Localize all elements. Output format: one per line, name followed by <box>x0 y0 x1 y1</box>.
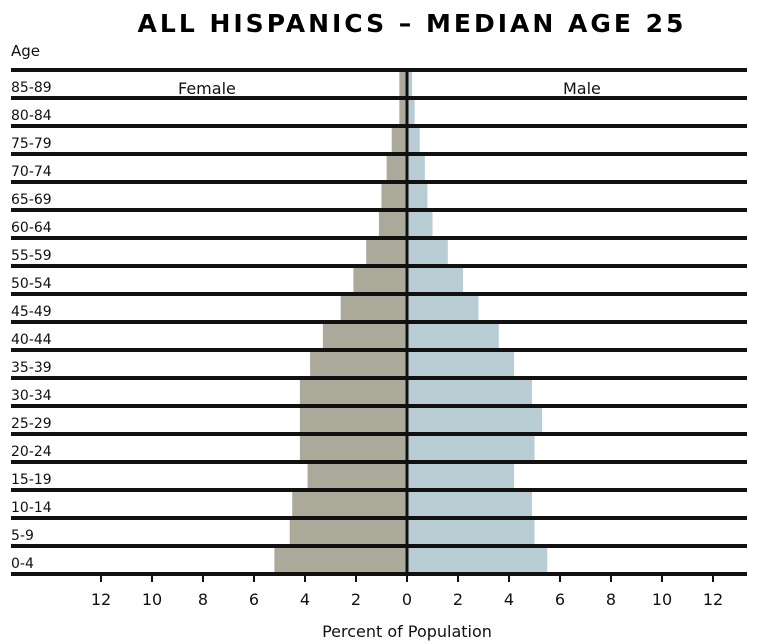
bar-male <box>407 408 543 432</box>
x-tick-label: 4 <box>504 590 514 609</box>
age-group-label: 70-74 <box>11 164 52 180</box>
age-group-label: 65-69 <box>11 192 52 208</box>
x-tick-label: 0 <box>402 590 412 609</box>
bar-male <box>407 156 425 180</box>
age-group-label: 80-84 <box>11 108 52 124</box>
age-group-label: 5-9 <box>11 528 34 544</box>
x-axis-label: Percent of Population <box>322 622 492 641</box>
age-group-label: 40-44 <box>11 332 52 348</box>
bar-male <box>407 464 515 488</box>
age-group-label: 60-64 <box>11 220 52 236</box>
plot-area: 85-89 80-84 75-79 70-74 65-69 60-64 55-59 50-54… <box>11 68 747 609</box>
bar-male <box>407 492 532 516</box>
bar-male <box>407 352 515 376</box>
x-tick-label: 12 <box>703 590 723 609</box>
x-tick-label: 10 <box>142 590 162 609</box>
bar-male <box>407 436 535 460</box>
age-group-label: 35-39 <box>11 360 52 376</box>
bar-male <box>407 268 464 292</box>
legend-female: Female <box>178 79 236 98</box>
bar-male <box>407 72 413 96</box>
age-group-label: 85-89 <box>11 80 52 96</box>
x-tick-label: 6 <box>249 590 259 609</box>
age-group-label: 0-4 <box>11 556 34 572</box>
bar-male <box>407 128 420 152</box>
age-group-label: 75-79 <box>11 136 52 152</box>
bar-female <box>386 156 407 180</box>
y-axis-label: Age <box>11 42 40 60</box>
bar-female <box>378 212 407 236</box>
bar-male <box>407 324 499 348</box>
bar-female <box>322 324 407 348</box>
x-tick-label: 2 <box>351 590 361 609</box>
bar-female <box>289 520 407 544</box>
age-group-label: 25-29 <box>11 416 52 432</box>
legend-male: Male <box>563 79 601 98</box>
age-group-label: 20-24 <box>11 444 52 460</box>
bar-male <box>407 548 548 572</box>
bar-female <box>307 464 407 488</box>
bar-female <box>353 268 407 292</box>
age-group-label: 15-19 <box>11 472 52 488</box>
bar-male <box>407 240 448 264</box>
bar-female <box>299 408 407 432</box>
x-tick-label: 2 <box>453 590 463 609</box>
bar-female <box>381 184 407 208</box>
bar-male <box>407 100 415 124</box>
bar-female <box>366 240 407 264</box>
x-tick-label: 10 <box>652 590 672 609</box>
age-group-label: 55-59 <box>11 248 52 264</box>
bar-female <box>292 492 407 516</box>
bar-female <box>391 128 407 152</box>
x-tick-label: 8 <box>606 590 616 609</box>
bar-male <box>407 212 433 236</box>
chart-title: ALL HISPANICS – MEDIAN AGE 25 <box>138 9 687 38</box>
bar-female <box>310 352 407 376</box>
bar-male <box>407 184 428 208</box>
age-group-label: 50-54 <box>11 276 52 292</box>
age-group-label: 30-34 <box>11 388 52 404</box>
bar-female <box>274 548 407 572</box>
x-tick-label: 8 <box>198 590 208 609</box>
bar-female <box>399 72 407 96</box>
bar-female <box>340 296 407 320</box>
x-tick-label: 4 <box>300 590 310 609</box>
bar-female <box>299 436 407 460</box>
age-group-label: 45-49 <box>11 304 52 320</box>
x-tick-label: 12 <box>91 590 111 609</box>
bar-male <box>407 380 532 404</box>
bar-male <box>407 296 479 320</box>
age-group-label: 10-14 <box>11 500 52 516</box>
bar-male <box>407 520 535 544</box>
bar-female <box>299 380 407 404</box>
bar-female <box>399 100 407 124</box>
x-tick-label: 6 <box>555 590 565 609</box>
